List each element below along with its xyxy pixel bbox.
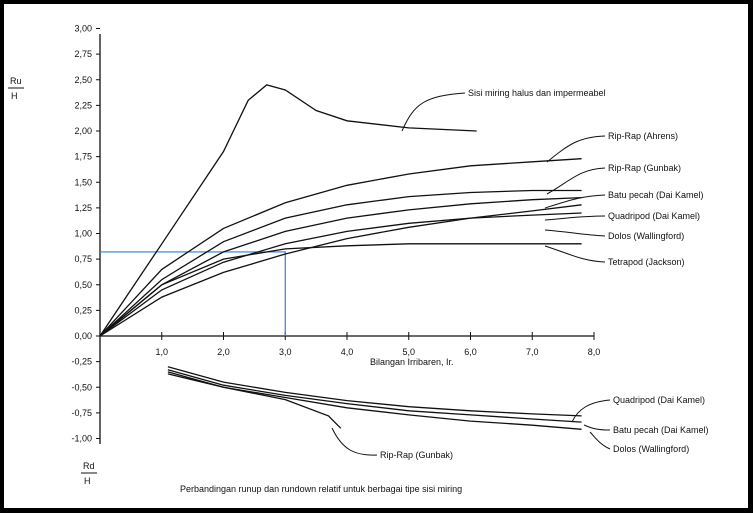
y-tick-label: 3,00 xyxy=(74,24,92,34)
y-tick-label: 0,75 xyxy=(74,254,92,264)
series-label-11: Rip-Rap (Gunbak) xyxy=(380,450,453,460)
y-tick-label: -0,50 xyxy=(71,382,92,392)
series-label-2: Rip-Rap (Ahrens) xyxy=(608,131,678,141)
series-label-6: Dolos (Wallingford) xyxy=(608,231,684,241)
x-ticks: 1,0 2,0 3,0 4,0 5,0 6,0 7,0 8,0 xyxy=(155,332,600,357)
label-leader-6 xyxy=(544,229,606,237)
x-tick-label: 1,0 xyxy=(155,347,168,357)
series-label-5: Quadripod (Dai Kamel) xyxy=(608,211,700,221)
series-label-1: Sisi miring halus dan impermeabel xyxy=(468,88,606,98)
y-tick-label: 1,50 xyxy=(74,177,92,187)
x-tick-label: 6,0 xyxy=(464,347,477,357)
series-label-9: Batu pecah (Dai Kamel) xyxy=(613,425,709,435)
label-leader-5 xyxy=(544,215,606,221)
y-tick-label: -0,25 xyxy=(71,357,92,367)
series-curve-10 xyxy=(167,371,582,430)
label-leader-7 xyxy=(544,245,606,263)
series-label-8: Quadripod (Dai Kamel) xyxy=(613,395,705,405)
label-leader-9 xyxy=(583,424,611,431)
series-label-7: Tetrapod (Jackson) xyxy=(608,257,685,267)
series-label-10: Dolos (Wallingford) xyxy=(613,444,689,454)
y-label-top-num: Ru xyxy=(10,76,22,86)
series-curve-9 xyxy=(167,369,582,423)
y-label-top-den: H xyxy=(11,91,18,101)
y-tick-label: 2,50 xyxy=(74,75,92,85)
label-leader-11 xyxy=(331,427,378,456)
x-tick-label: 2,0 xyxy=(217,347,230,357)
x-tick-label: 3,0 xyxy=(279,347,292,357)
y-label-top: Ru H xyxy=(8,76,24,101)
y-tick-label: 0,00 xyxy=(74,331,92,341)
label-leaders xyxy=(331,92,611,456)
x-tick-label: 5,0 xyxy=(402,347,415,357)
label-leader-2 xyxy=(546,135,606,163)
series-curve-5 xyxy=(99,212,582,337)
y-tick-label: 0,50 xyxy=(74,280,92,290)
series-label-4: Batu pecah (Dai Kamel) xyxy=(608,190,704,200)
x-tick-label: 8,0 xyxy=(588,347,601,357)
y-tick-label: -1,00 xyxy=(71,434,92,444)
y-tick-label: 2,75 xyxy=(74,49,92,59)
y-tick-label: 0,25 xyxy=(74,305,92,315)
y-tick-label: 1,25 xyxy=(74,203,92,213)
y-tick-label: 1,75 xyxy=(74,152,92,162)
y-tick-label: -0,75 xyxy=(71,408,92,418)
series-curve-3 xyxy=(99,189,582,337)
label-leader-10 xyxy=(589,431,611,450)
series-curve-6 xyxy=(99,204,582,337)
y-label-bottom-den: H xyxy=(84,476,91,486)
chart-frame: 3,00 2,75 2,50 2,25 2,00 1,75 1,50 1,25 1,00 0,75… xyxy=(4,4,748,508)
label-leader-4 xyxy=(544,194,606,209)
series-curve-8 xyxy=(167,366,582,417)
series-curve-4 xyxy=(99,196,582,337)
series-curve-1 xyxy=(99,84,477,337)
chart-title: Perbandingan runup dan rundown relatif u… xyxy=(180,484,462,494)
label-leader-3 xyxy=(546,167,606,195)
y-ticks: 3,00 2,75 2,50 2,25 2,00 1,75 1,50 1,25 1,00 0,75… xyxy=(71,24,100,444)
y-label-bottom-num: Rd xyxy=(83,461,95,471)
label-leader-1 xyxy=(401,92,466,132)
guide-line xyxy=(100,251,286,336)
y-tick-label: 2,25 xyxy=(74,100,92,110)
series-curves xyxy=(99,84,582,430)
series-label-3: Rip-Rap (Gunbak) xyxy=(608,163,681,173)
x-tick-label: 7,0 xyxy=(526,347,539,357)
y-label-bottom: Rd H xyxy=(81,461,97,486)
x-axis-label: Bilangan Irribaren, Ir. xyxy=(370,357,454,367)
x-tick-label: 4,0 xyxy=(341,347,354,357)
series-curve-2 xyxy=(99,158,582,337)
y-tick-label: 2,00 xyxy=(74,126,92,136)
label-leader-8 xyxy=(571,399,611,423)
series-labels: Sisi miring halus dan impermeabel Rip-Rap… xyxy=(380,88,709,460)
series-curve-11 xyxy=(167,373,342,429)
y-tick-label: 1,00 xyxy=(74,229,92,239)
series-curve-7 xyxy=(99,243,582,337)
runup-chart: 3,00 2,75 2,50 2,25 2,00 1,75 1,50 1,25 1,00 0,75… xyxy=(8,24,709,494)
